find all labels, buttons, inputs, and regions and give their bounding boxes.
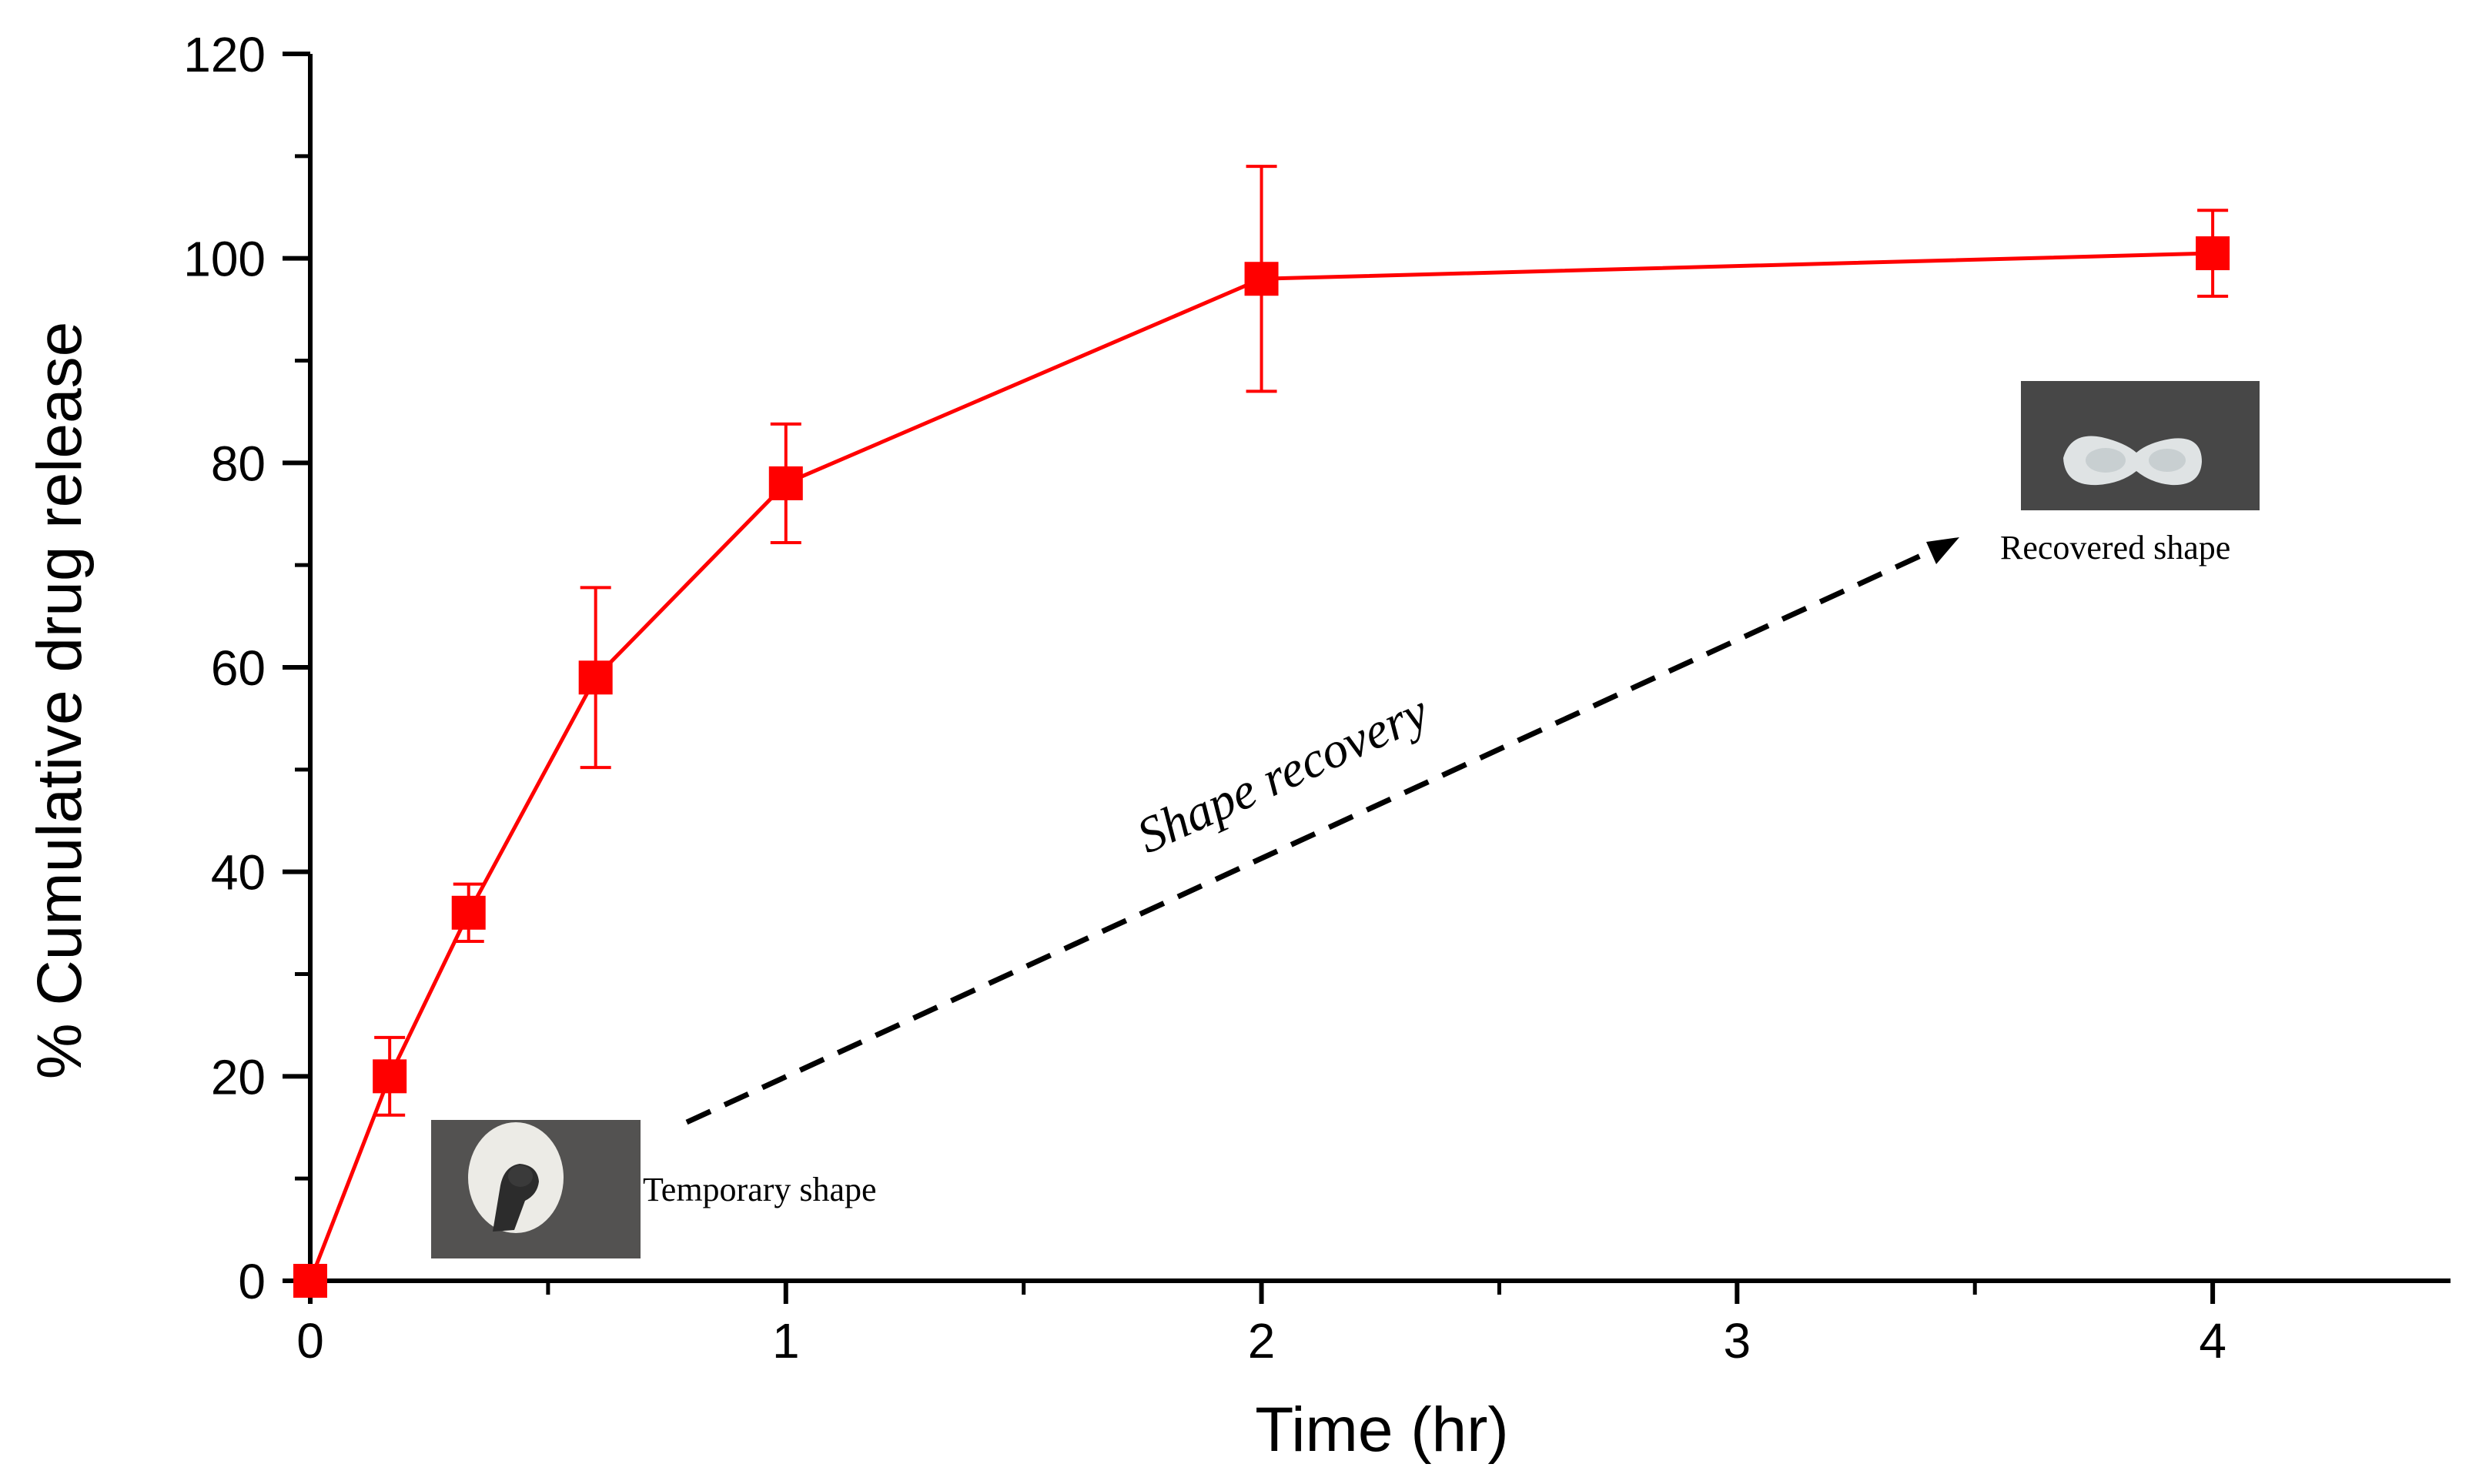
data-point-marker <box>578 660 613 695</box>
temporary-shape-photo <box>431 1120 641 1258</box>
data-point-marker <box>1244 262 1279 296</box>
x-tick-label: 1 <box>772 1313 800 1369</box>
x-ticks: 0 1 2 3 4 <box>296 1281 2226 1369</box>
y-tick-label: 0 <box>238 1254 266 1309</box>
x-tick-label: 0 <box>296 1313 324 1369</box>
axes: 0 1 2 3 4 0 20 40 60 80 100 120 <box>183 27 2451 1369</box>
y-tick-label: 40 <box>211 845 266 901</box>
y-tick-label: 80 <box>211 436 266 491</box>
y-tick-label: 120 <box>183 27 266 82</box>
recovered-shape-photo <box>2021 381 2260 510</box>
data-point-marker <box>451 895 486 930</box>
series-layer <box>293 165 2230 1298</box>
y-axis-label: % Cumulative drug release <box>25 322 95 1079</box>
y-tick-label: 20 <box>211 1049 266 1105</box>
y-ticks: 0 20 40 60 80 100 120 <box>183 27 310 1309</box>
x-axis-label: Time (hr) <box>1255 1395 1508 1465</box>
data-point-marker <box>768 466 803 500</box>
y-tick-label: 60 <box>211 640 266 696</box>
y-tick-label: 100 <box>183 232 266 287</box>
data-point-marker <box>2196 236 2230 271</box>
x-tick-label: 2 <box>1248 1313 1276 1369</box>
x-tick-label: 3 <box>1724 1313 1751 1369</box>
data-point-marker <box>373 1059 407 1094</box>
shape-recovery-arrow <box>685 537 1959 1125</box>
x-tick-label: 4 <box>2199 1313 2226 1369</box>
recovered-shape-label: Recovered shape <box>2000 529 2230 567</box>
temporary-shape-label: Temporary shape <box>643 1171 877 1208</box>
data-point-marker <box>293 1264 327 1298</box>
